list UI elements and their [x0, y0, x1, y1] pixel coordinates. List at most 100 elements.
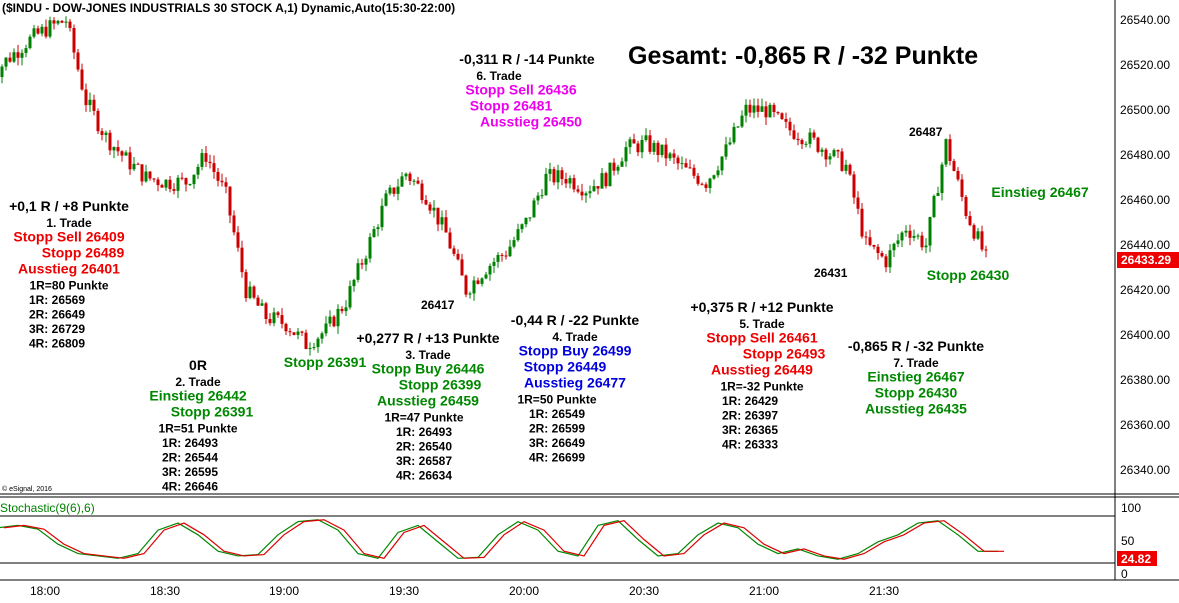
price-tick: 26340.00 — [1120, 463, 1170, 477]
candle-body — [556, 170, 560, 183]
candle-body — [576, 189, 580, 192]
candle-body — [40, 26, 44, 34]
trade-annotation-line: Stopp Sell 26436 — [465, 82, 576, 98]
trade-annotation-line: 1R: 26569 — [29, 293, 85, 307]
stoch-tick: 100 — [1121, 501, 1141, 515]
candle-body — [980, 231, 984, 250]
price-tick: 26520.00 — [1120, 58, 1170, 72]
time-tick: 19:00 — [269, 584, 299, 598]
trade-annotation-line: 5. Trade — [739, 317, 785, 331]
candle-body — [272, 312, 276, 324]
candle-body — [80, 69, 84, 90]
candle-body — [152, 178, 156, 180]
candle-body — [684, 163, 688, 168]
candle-body — [708, 178, 712, 188]
candle-body — [108, 132, 112, 151]
trade-annotation-line: Ausstieg 26459 — [377, 393, 479, 409]
trade-annotation-line: 1R=80 Punkte — [29, 279, 108, 293]
candle-body — [904, 230, 908, 233]
candle-body — [664, 144, 668, 159]
candle-body — [624, 147, 628, 162]
candle-body — [148, 171, 152, 179]
trade-annotation-line: Ausstieg 26449 — [711, 362, 813, 378]
price-tick: 26540.00 — [1120, 13, 1170, 27]
trade-annotation-line: Stopp 26391 — [171, 404, 254, 420]
candle-body — [268, 318, 272, 324]
candle-body — [316, 338, 320, 348]
trade-annotation-line: Stopp 26489 — [42, 245, 125, 261]
trade-annotation-line: 4R: 26634 — [396, 469, 452, 483]
candle-body — [228, 186, 232, 216]
candle-body — [960, 179, 964, 197]
candle-body — [824, 149, 828, 160]
candle-body — [844, 164, 848, 171]
candle-body — [760, 106, 764, 112]
trade-annotation-line: Stopp 26391 — [284, 354, 367, 370]
candle-body — [116, 147, 120, 152]
candle-body — [408, 173, 412, 181]
candle-body — [704, 184, 708, 188]
candle-body — [832, 150, 836, 157]
price-marker: 26487 — [909, 125, 943, 139]
candle-body — [916, 235, 920, 237]
candle-body — [928, 216, 932, 246]
trade-annotation-line: Ausstieg 26477 — [524, 375, 626, 391]
candle-body — [788, 121, 792, 131]
price-tick: 26360.00 — [1120, 418, 1170, 432]
stoch-tick: 50 — [1121, 534, 1135, 548]
candle-body — [296, 331, 300, 335]
candle-body — [608, 162, 612, 187]
candle-body — [244, 272, 248, 299]
candle-body — [380, 205, 384, 228]
candle-body — [952, 161, 956, 171]
candle-body — [364, 258, 368, 265]
trade-annotation-line: 2R: 26544 — [162, 451, 218, 465]
trade-annotation-line: 2R: 26599 — [529, 422, 585, 436]
candle-body — [872, 244, 876, 247]
candle-body — [56, 20, 60, 24]
candle-body — [360, 263, 364, 265]
candle-body — [428, 204, 432, 211]
candle-body — [940, 164, 944, 193]
trade-annotation-line: +0,1 R / +8 Punkte — [9, 198, 129, 214]
candle-body — [544, 173, 548, 196]
candle-body — [596, 186, 600, 189]
trade-annotation-line: -0,311 R / -14 Punkte — [459, 51, 595, 67]
trade-annotation-line: Ausstieg 26450 — [480, 114, 582, 130]
candle-body — [192, 174, 196, 185]
candle-body — [256, 297, 260, 306]
candle-body — [672, 153, 676, 158]
candle-body — [716, 170, 720, 176]
candle-body — [920, 235, 924, 248]
trade-annotation-line: Stopp 26493 — [743, 346, 826, 362]
candle-body — [44, 26, 48, 37]
candle-body — [432, 207, 436, 211]
candle-body — [848, 164, 852, 175]
summary-total: Gesamt: -0,865 R / -32 Punkte — [628, 42, 978, 70]
candle-body — [724, 144, 728, 157]
candle-body — [964, 196, 968, 217]
stoch-signal-line — [3, 519, 1005, 560]
candle-body — [932, 195, 936, 217]
candle-body — [388, 187, 392, 194]
price-tick: 26380.00 — [1120, 373, 1170, 387]
candle-body — [112, 147, 116, 151]
candle-body — [320, 333, 324, 339]
trade-annotation-line: -0,44 R / -22 Punkte — [511, 312, 640, 328]
price-tick: 26420.00 — [1120, 283, 1170, 297]
trade-annotation-line: Stopp Buy 26446 — [372, 361, 485, 377]
candle-body — [132, 163, 136, 170]
candle-body — [480, 278, 484, 284]
trade-annotation-line: Stopp Sell 26409 — [13, 229, 124, 245]
candle-body — [516, 229, 520, 241]
trade-annotation-line: Stopp 26449 — [524, 359, 607, 375]
candle-body — [640, 139, 644, 153]
stoch-value-label: 24.82 — [1121, 552, 1151, 566]
trade-annotation-line: 7. Trade — [893, 356, 939, 370]
candle-body — [300, 331, 304, 333]
candle-body — [456, 253, 460, 260]
candle-body — [356, 263, 360, 280]
candle-body — [936, 192, 940, 196]
trade-annotation-line: 3R: 26729 — [29, 322, 85, 336]
